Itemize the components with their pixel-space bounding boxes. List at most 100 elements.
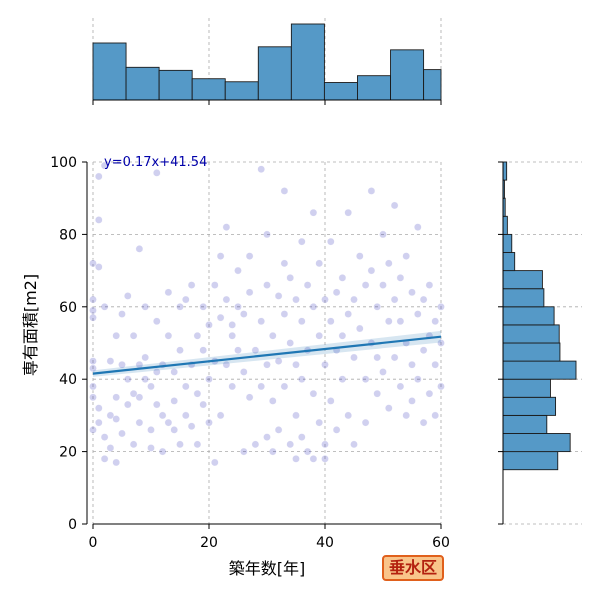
scatter-point — [361, 375, 370, 384]
scatter-point — [326, 317, 335, 326]
scatter-point — [280, 259, 289, 268]
scatter-point — [373, 302, 382, 311]
x-tick-label: 0 — [89, 535, 98, 551]
scatter-point — [118, 429, 126, 438]
scatter-point — [257, 382, 266, 391]
scatter-point — [396, 317, 405, 326]
scatter-point — [350, 353, 358, 362]
scatter-point — [384, 317, 393, 326]
scatter-point — [384, 404, 393, 412]
scatter-point — [216, 411, 225, 420]
top-marginal-histogram — [92, 18, 442, 105]
right-histogram-bar — [502, 324, 560, 344]
scatter-point — [350, 295, 358, 304]
scatter-point — [112, 331, 120, 340]
scatter-point — [268, 447, 277, 456]
scatter-point — [286, 339, 295, 347]
scatter-point — [124, 400, 132, 409]
scatter-points — [89, 161, 445, 467]
scatter-point — [158, 447, 167, 456]
right-histogram-bar — [502, 288, 545, 308]
right-histogram-bar — [502, 270, 543, 290]
y-tick-label: 20 — [59, 445, 77, 461]
scatter-point — [384, 259, 393, 268]
scatter-point — [100, 455, 109, 463]
scatter-point — [344, 208, 353, 217]
scatter-point — [222, 360, 231, 369]
scatter-point — [309, 302, 318, 311]
top-histogram-bar — [191, 78, 226, 101]
scatter-point — [413, 375, 422, 384]
scatter-point — [355, 252, 364, 260]
scatter-point — [431, 411, 440, 420]
scatter-point — [321, 440, 329, 449]
top-histogram-bar — [224, 81, 259, 101]
top-histogram-bar — [357, 75, 391, 101]
right-histogram-bar — [502, 342, 561, 362]
right-histogram-bar — [502, 396, 557, 416]
scatter-point — [315, 418, 324, 427]
scatter-point — [303, 281, 312, 289]
scatter-point — [408, 360, 416, 369]
scatter-point — [338, 274, 347, 282]
scatter-point — [437, 339, 445, 347]
scatter-point — [89, 295, 97, 304]
scatter-point — [118, 310, 126, 318]
scatter-point — [326, 397, 335, 405]
scatter-point — [251, 346, 260, 355]
scatter-point — [234, 302, 242, 311]
scatter-point — [321, 455, 329, 463]
scatter-point — [396, 382, 405, 391]
x-tick-label: 60 — [432, 535, 450, 551]
scatter-point — [199, 400, 207, 409]
scatter-point — [176, 302, 184, 311]
scatter-point — [205, 375, 213, 384]
scatter-point — [135, 393, 144, 402]
scatter-point — [222, 223, 231, 231]
scatter-point — [431, 360, 440, 369]
scatter-point — [228, 382, 236, 391]
scatter-point — [332, 288, 341, 297]
scatter-point — [129, 440, 138, 449]
scatter-point — [361, 418, 370, 427]
scatter-point — [170, 426, 178, 434]
scatter-point — [379, 368, 387, 376]
scatter-point — [321, 360, 329, 369]
scatter-point — [413, 223, 422, 231]
scatter-point — [379, 230, 387, 239]
scatter-point — [408, 397, 416, 405]
top-histogram-bar — [257, 46, 292, 101]
scatter-point — [216, 313, 225, 322]
right-histogram-bar — [502, 360, 577, 380]
top-histogram-bar — [92, 42, 127, 101]
scatter-point — [390, 295, 399, 304]
scatter-point — [89, 393, 97, 402]
scatter-point — [199, 346, 207, 355]
scatter-point — [89, 259, 97, 268]
scatter-point — [396, 274, 405, 282]
scatter-point — [274, 292, 283, 300]
scatter-point — [257, 165, 266, 174]
scatter-point — [245, 393, 254, 402]
scatter-point — [147, 426, 155, 434]
scatter-point — [245, 288, 254, 297]
scatter-point — [106, 444, 115, 452]
scatter-point — [280, 310, 289, 318]
scatter-point — [402, 252, 411, 260]
y-axis-label: 専有面積[m2] — [21, 274, 40, 376]
scatter-point — [245, 252, 254, 260]
top-histogram-bar — [158, 69, 193, 101]
scatter-point — [147, 444, 155, 452]
scatter-point — [373, 389, 382, 398]
scatter-point — [361, 281, 370, 289]
y-tick-label: 80 — [59, 227, 77, 243]
scatter-point — [425, 281, 434, 289]
scatter-point — [95, 418, 103, 427]
scatter-point — [297, 433, 306, 441]
scatter-point — [210, 458, 219, 467]
scatter-point — [297, 237, 306, 246]
right-histogram-bar — [502, 433, 571, 453]
scatter-point — [181, 411, 190, 420]
right-histogram-bar — [502, 378, 551, 398]
right-marginal-histogram — [498, 161, 582, 525]
